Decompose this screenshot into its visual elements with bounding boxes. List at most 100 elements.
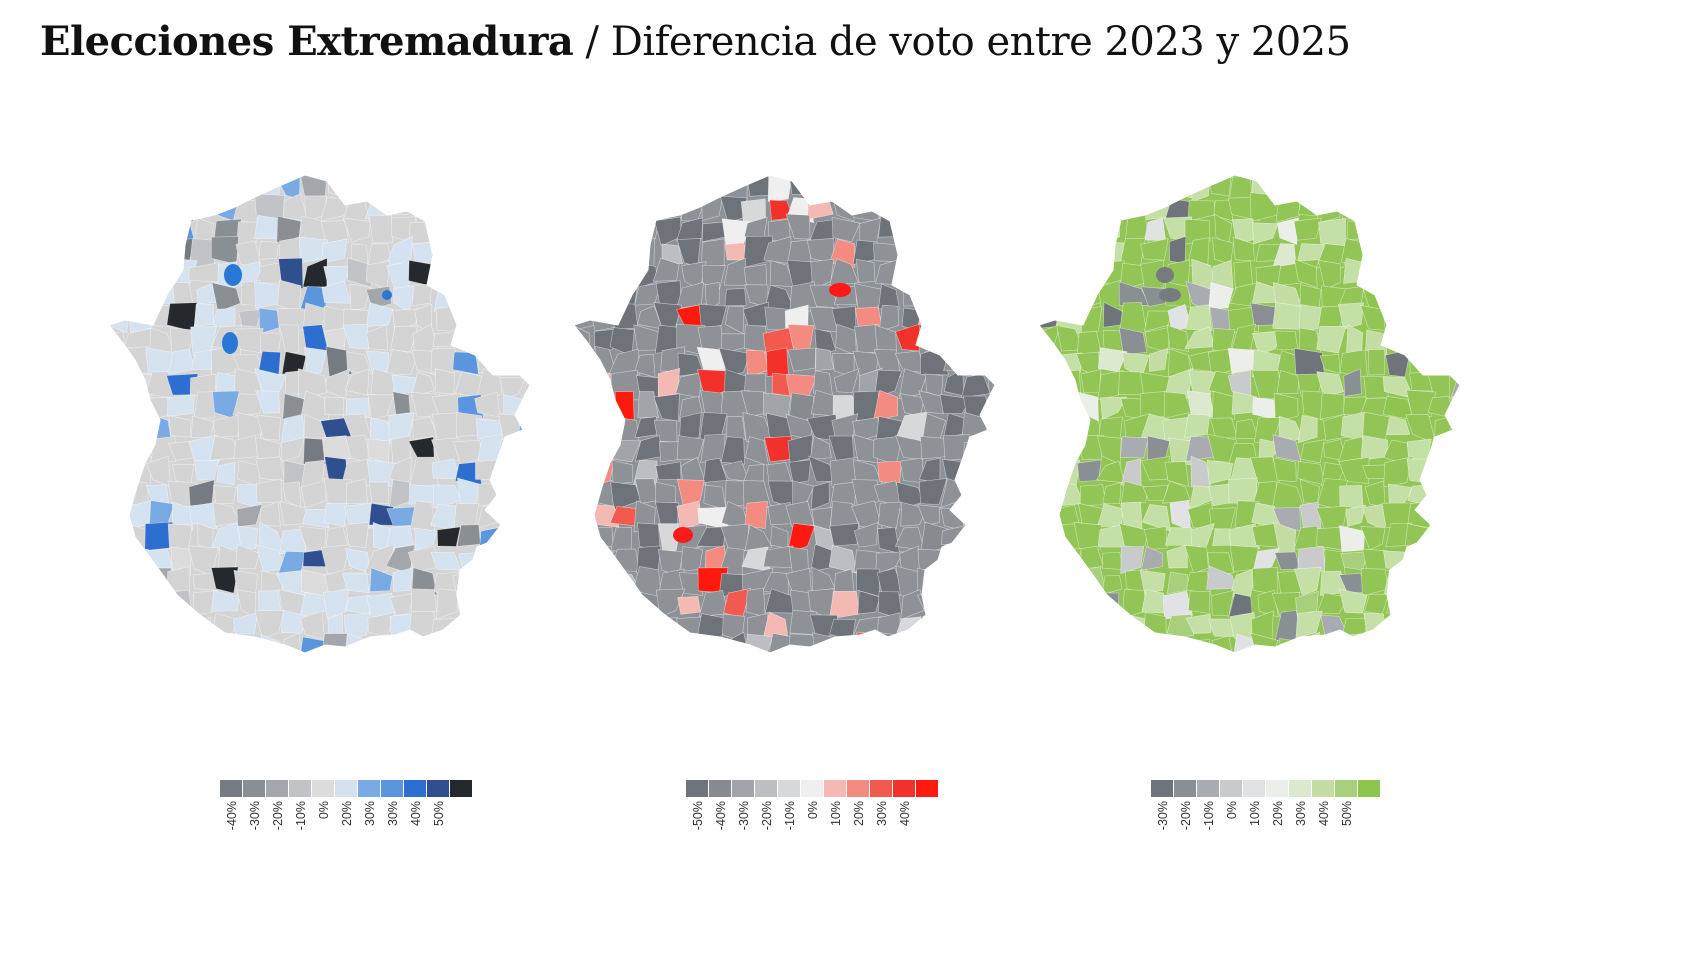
legend-label: -20% xyxy=(1179,801,1193,831)
municipality xyxy=(1426,636,1455,653)
municipality xyxy=(962,237,994,264)
municipality xyxy=(1293,348,1325,376)
municipality xyxy=(679,412,702,441)
municipality xyxy=(1052,192,1084,223)
municipality xyxy=(988,309,995,332)
municipality xyxy=(788,392,814,421)
municipality xyxy=(1209,175,1232,197)
municipality xyxy=(680,175,707,195)
municipality xyxy=(1427,328,1457,356)
municipality xyxy=(1363,636,1391,653)
municipality xyxy=(1055,389,1079,417)
legend-swatch xyxy=(1335,780,1357,797)
municipality xyxy=(1428,307,1459,333)
municipality xyxy=(786,523,816,554)
municipality xyxy=(1339,485,1364,510)
municipality xyxy=(1407,281,1433,312)
municipality xyxy=(704,282,720,311)
municipality xyxy=(941,265,969,286)
municipality xyxy=(109,368,127,396)
municipality xyxy=(502,480,528,510)
municipality xyxy=(1295,590,1319,616)
municipality xyxy=(193,303,214,327)
legend-item: -20% xyxy=(266,780,288,830)
legend-label: -10% xyxy=(783,801,797,831)
municipality xyxy=(517,192,530,224)
municipality xyxy=(109,196,129,222)
municipality xyxy=(212,414,242,439)
municipality xyxy=(1406,389,1436,418)
municipality xyxy=(724,305,745,335)
municipality xyxy=(1053,283,1082,309)
municipality xyxy=(212,485,237,505)
municipality xyxy=(984,397,995,422)
municipality xyxy=(589,398,619,416)
municipality xyxy=(941,613,971,638)
municipality xyxy=(1039,286,1062,309)
legend-item: 30% xyxy=(358,780,380,826)
municipality xyxy=(260,501,281,527)
municipality xyxy=(983,522,995,550)
municipality xyxy=(829,522,860,547)
municipality xyxy=(1228,523,1260,550)
municipality xyxy=(1076,331,1102,356)
municipality xyxy=(109,610,131,642)
municipality xyxy=(918,175,946,202)
municipality xyxy=(122,440,151,461)
municipality xyxy=(390,325,419,352)
municipality xyxy=(519,635,530,653)
municipality xyxy=(281,437,305,462)
municipality xyxy=(109,500,130,530)
municipality xyxy=(234,638,265,653)
municipality xyxy=(390,199,413,216)
municipality xyxy=(1140,238,1169,261)
municipality xyxy=(984,175,995,199)
municipality xyxy=(166,613,198,640)
municipality xyxy=(1276,217,1299,246)
municipality xyxy=(831,216,861,243)
municipality xyxy=(1100,633,1126,653)
legend-label: 50% xyxy=(432,801,446,827)
municipality xyxy=(789,175,813,195)
municipality xyxy=(677,596,701,615)
region-border xyxy=(573,175,996,654)
municipality xyxy=(854,323,879,354)
municipality xyxy=(987,477,995,509)
municipality xyxy=(916,258,946,288)
municipality xyxy=(785,213,811,240)
municipality xyxy=(522,610,530,640)
municipality xyxy=(1039,175,1060,196)
municipality xyxy=(1410,304,1429,334)
municipality xyxy=(1144,175,1171,202)
municipality xyxy=(1384,282,1411,310)
municipality xyxy=(1317,175,1342,199)
legend-swatch xyxy=(893,780,915,797)
municipality xyxy=(109,260,126,285)
legend-item: 0% xyxy=(1220,780,1242,819)
municipality xyxy=(614,196,635,219)
municipality xyxy=(574,610,590,638)
municipality xyxy=(661,243,683,265)
legend-item: -40% xyxy=(709,780,731,830)
municipality xyxy=(851,631,882,653)
municipality xyxy=(658,441,680,463)
municipality xyxy=(109,175,133,197)
municipality xyxy=(344,368,370,396)
municipality xyxy=(1451,237,1460,265)
municipality xyxy=(1338,588,1368,614)
municipality xyxy=(210,566,239,594)
legend-label: 40% xyxy=(1317,801,1331,827)
municipality xyxy=(1428,566,1457,598)
municipality xyxy=(726,416,746,441)
municipality xyxy=(1454,435,1460,462)
municipality xyxy=(698,303,727,331)
municipality xyxy=(1449,613,1460,638)
highlight-municipalities xyxy=(222,264,392,354)
municipality xyxy=(592,175,618,202)
municipality xyxy=(1059,264,1083,289)
municipality xyxy=(745,587,766,618)
title-bold: Elecciones Extremadura xyxy=(40,18,574,65)
municipality xyxy=(216,461,236,486)
municipality xyxy=(574,524,590,554)
municipality xyxy=(875,551,905,576)
